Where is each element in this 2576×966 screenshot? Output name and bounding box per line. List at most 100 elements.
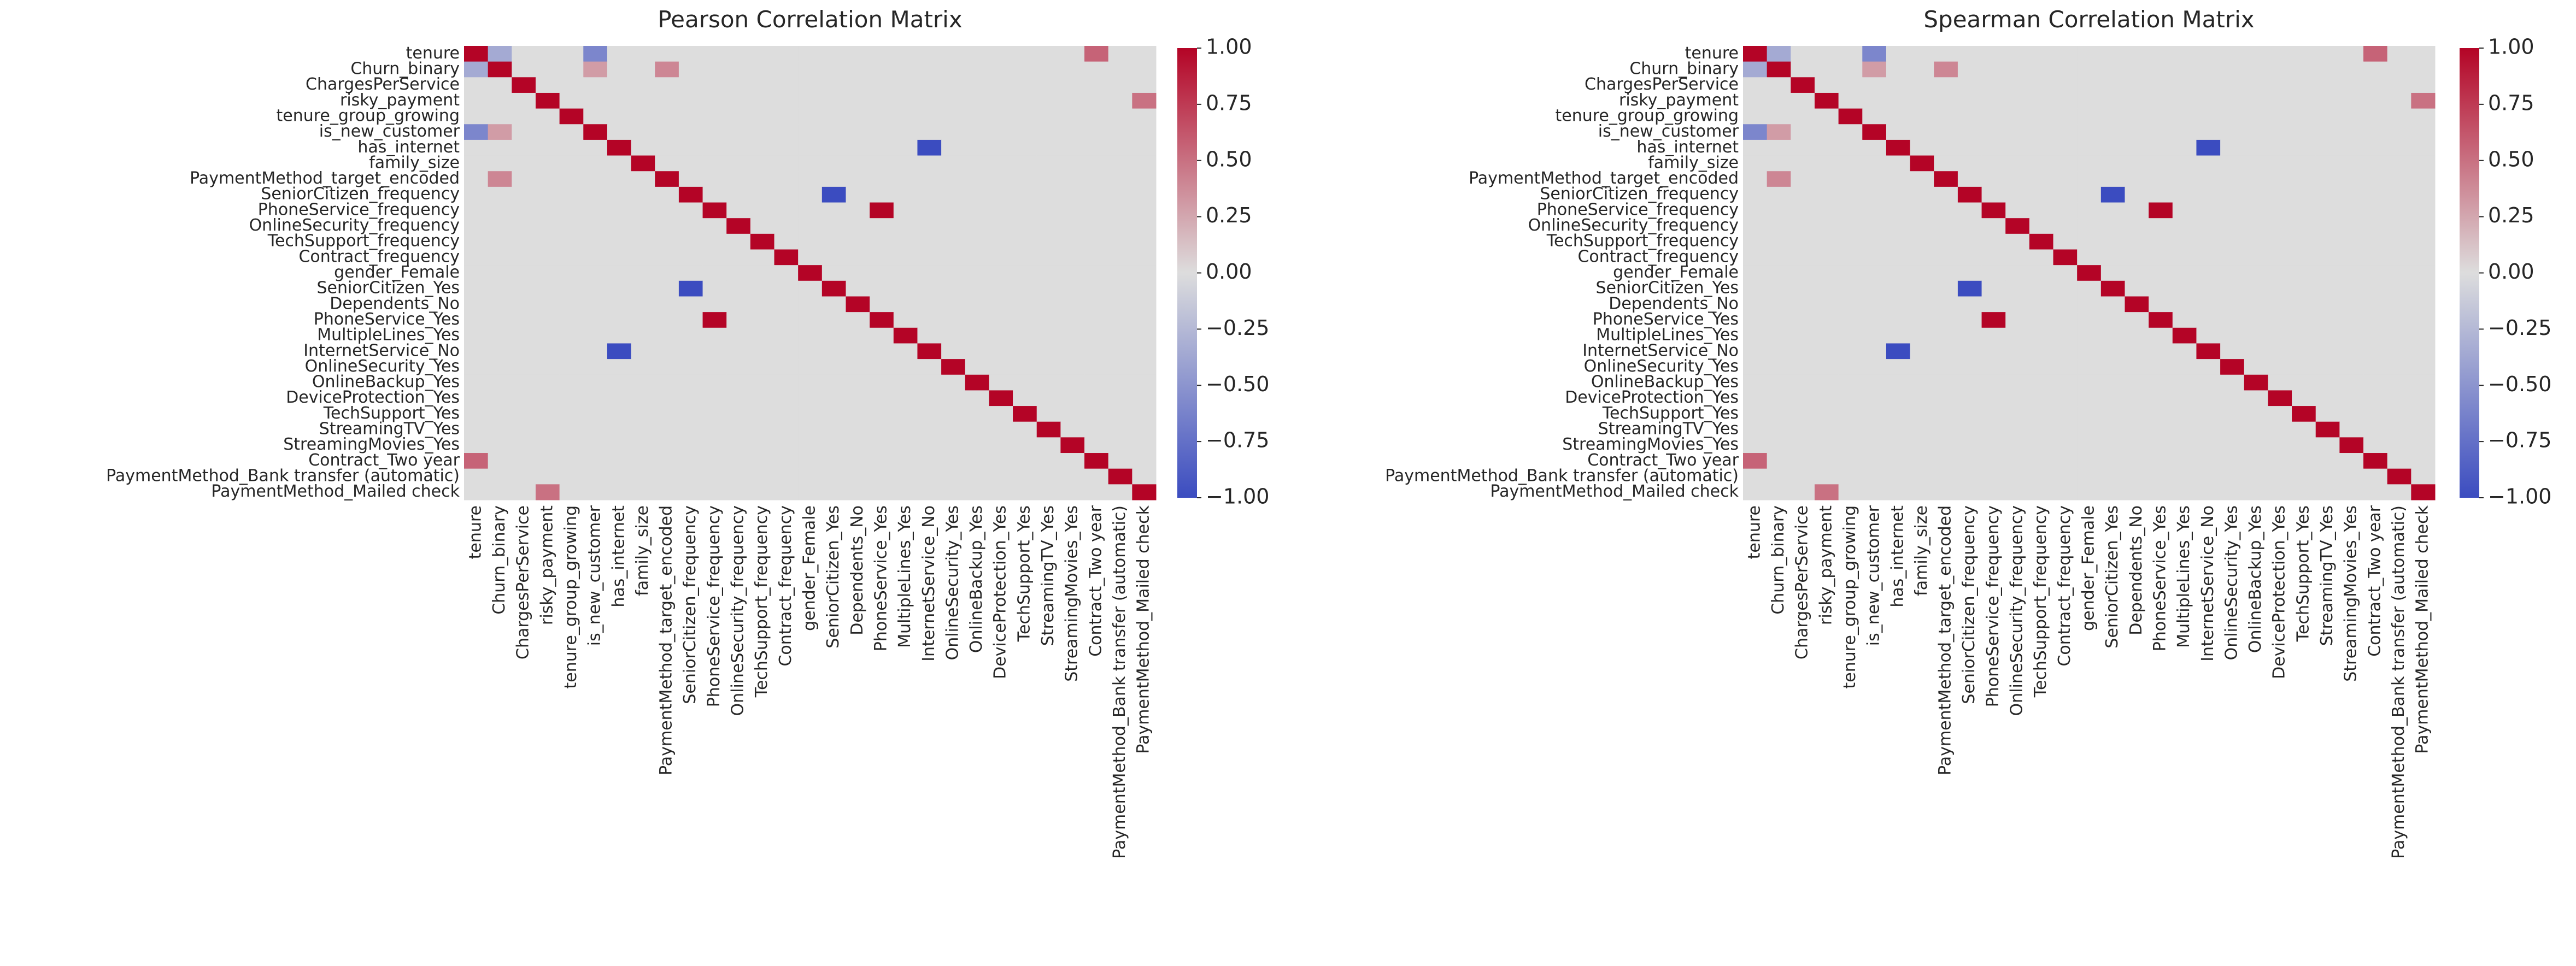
heatmap-cell (2292, 61, 2316, 78)
heatmap-cell (655, 233, 679, 250)
heatmap-cell (1013, 484, 1037, 500)
heatmap-cell (655, 139, 679, 156)
heatmap-cell (1013, 186, 1037, 203)
heatmap-cell (678, 484, 703, 500)
heatmap-cell (821, 484, 846, 500)
heatmap-cell (2268, 218, 2292, 234)
x-tick-label: risky_payment (1816, 505, 1835, 625)
heatmap-cell (702, 155, 727, 172)
y-tick-label: risky_payment (1619, 91, 1739, 110)
heatmap-cell (2244, 61, 2268, 78)
heatmap-cell (607, 233, 632, 250)
heatmap-cell (2172, 296, 2197, 313)
heatmap-cell (1060, 155, 1085, 172)
heatmap-cell (1108, 124, 1132, 140)
heatmap-cell (1862, 186, 1887, 203)
heatmap-cell (2029, 233, 2054, 250)
heatmap-cell (2292, 406, 2316, 422)
heatmap-cell (1862, 265, 1887, 281)
heatmap-cell (2077, 327, 2102, 344)
heatmap-cell (2125, 77, 2149, 93)
heatmap-cell (678, 171, 703, 187)
heatmap-cell (846, 77, 870, 93)
heatmap-cell (989, 265, 1013, 281)
heatmap-cell (702, 296, 727, 313)
heatmap-cell (2196, 390, 2221, 407)
heatmap-cell (583, 265, 608, 281)
heatmap-cell (2196, 374, 2221, 391)
heatmap-cell (2053, 171, 2078, 187)
heatmap-cell (1084, 453, 1109, 469)
colorbar-tick-label: −0.75 (1206, 428, 1269, 452)
heatmap-cell (989, 233, 1013, 250)
heatmap-cell (870, 108, 894, 125)
heatmap-cell (821, 202, 846, 219)
heatmap-cell (655, 296, 679, 313)
heatmap-cell (512, 265, 536, 281)
heatmap-cell (1132, 155, 1157, 172)
heatmap-cell (1060, 265, 1085, 281)
heatmap-cell (2196, 108, 2221, 125)
heatmap-cell (2387, 249, 2411, 266)
heatmap-cell (535, 437, 560, 453)
heatmap-cell (1013, 312, 1037, 328)
heatmap-cell (1743, 312, 1768, 328)
heatmap-cell (2125, 468, 2149, 485)
heatmap-cell (512, 359, 536, 375)
heatmap-cell (535, 77, 560, 93)
heatmap-cell (1910, 359, 1934, 375)
heatmap-cell (1084, 249, 1109, 266)
heatmap-cell (1957, 249, 1982, 266)
heatmap-cell (2411, 186, 2436, 203)
heatmap-cell (726, 265, 751, 281)
heatmap-cell (917, 421, 942, 438)
heatmap-cell (1814, 108, 1839, 125)
heatmap-cell (1108, 171, 1132, 187)
heatmap-cell (1814, 186, 1839, 203)
heatmap-cell (464, 437, 489, 453)
heatmap-cell (1108, 312, 1132, 328)
x-tick-label: PaymentMethod_target_encoded (657, 505, 676, 775)
heatmap-cell (464, 484, 489, 500)
heatmap-cell (750, 453, 775, 469)
heatmap-cell (2005, 343, 2030, 360)
heatmap-cell (893, 202, 918, 219)
heatmap-cell (2172, 359, 2197, 375)
y-tick-label: TechSupport_frequency (1546, 232, 1739, 251)
heatmap-cell (798, 265, 823, 281)
heatmap-cell (583, 374, 608, 391)
heatmap-cell (2125, 406, 2149, 422)
heatmap-cell (1981, 92, 2006, 109)
heatmap-cell (2029, 312, 2054, 328)
heatmap-cell (512, 249, 536, 266)
heatmap-cell (965, 437, 989, 453)
heatmap-cell (750, 359, 775, 375)
heatmap-cell (1910, 218, 1934, 234)
heatmap-cell (1814, 92, 1839, 109)
heatmap-cell (2339, 468, 2364, 485)
heatmap-cell (2100, 265, 2125, 281)
heatmap-cell (2053, 233, 2078, 250)
heatmap-cell (2125, 374, 2149, 391)
heatmap-cell (2315, 390, 2340, 407)
heatmap-cell (2100, 92, 2125, 109)
heatmap-cell (2053, 359, 2078, 375)
heatmap-cell (798, 406, 823, 422)
heatmap-cell (1108, 61, 1132, 78)
heatmap-cell (2339, 421, 2364, 438)
heatmap-cell (2268, 171, 2292, 187)
heatmap-cell (2292, 343, 2316, 360)
heatmap-cell (2387, 327, 2411, 344)
heatmap-cell (2220, 186, 2245, 203)
heatmap-cell (989, 108, 1013, 125)
heatmap-cell (702, 453, 727, 469)
heatmap-cell (2268, 77, 2292, 93)
heatmap-cell (631, 155, 655, 172)
heatmap-cell (917, 312, 942, 328)
heatmap-cell (2029, 171, 2054, 187)
heatmap-cell (464, 218, 489, 234)
heatmap-cell (1743, 155, 1768, 172)
heatmap-cell (2053, 280, 2078, 297)
heatmap-cell (941, 296, 966, 313)
x-tick-label: tenure_group_growing (1840, 505, 1859, 689)
